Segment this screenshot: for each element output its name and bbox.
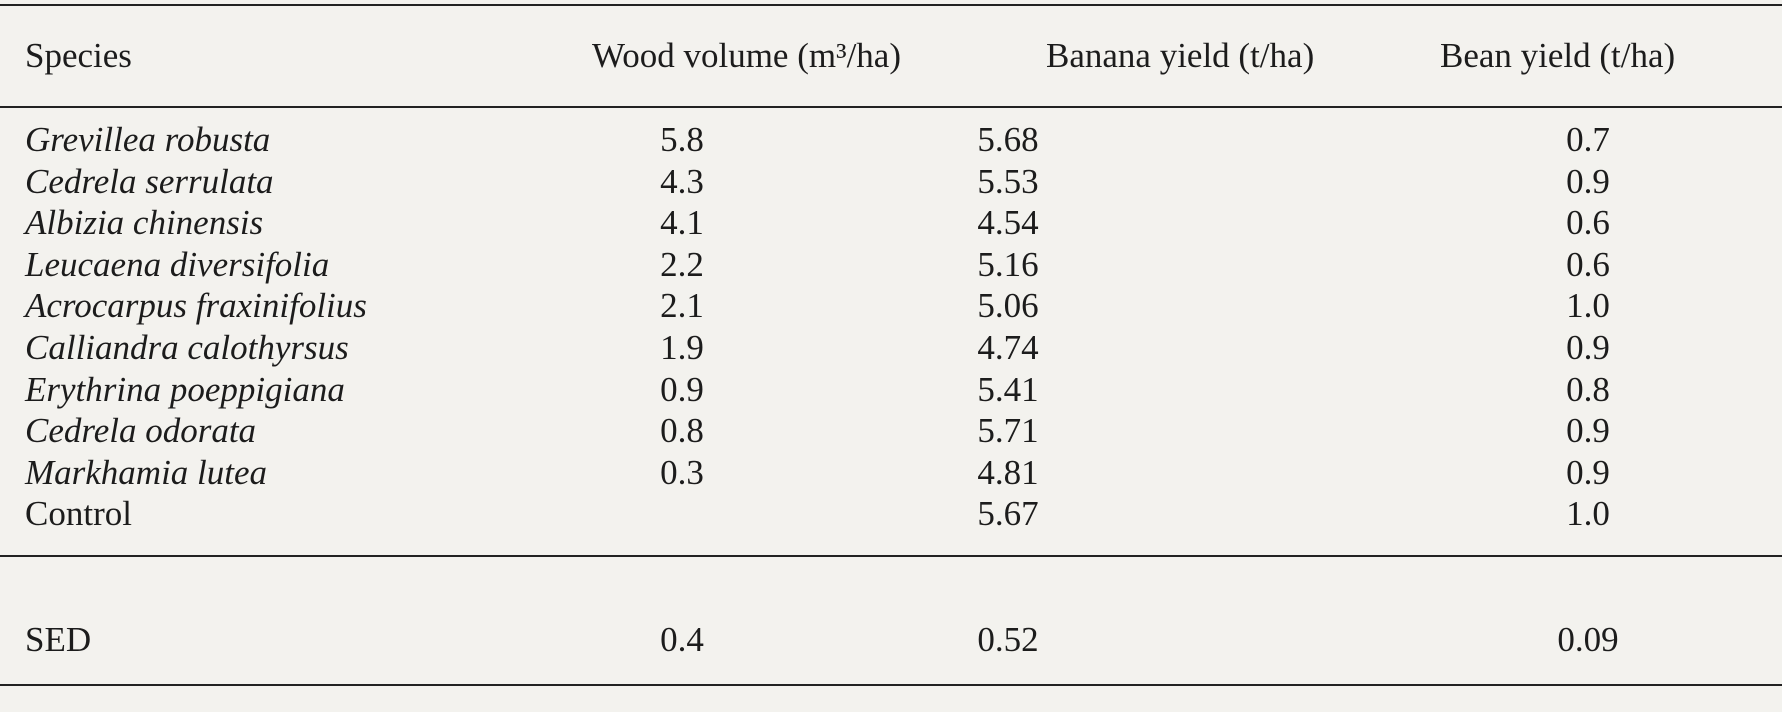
value-cell: 0.3 <box>660 452 704 492</box>
species-cell: Leucaena diversifolia <box>25 244 330 284</box>
value-cell: 1.9 <box>660 328 704 367</box>
value-cell: 0.9 <box>660 369 704 409</box>
species-cell: Acrocarpus fraxinifolius <box>25 286 367 326</box>
value-cell: 5.16 <box>977 244 1039 284</box>
value-cell: 0.8 <box>1566 369 1610 409</box>
value-cell: 0.6 <box>1566 244 1610 284</box>
value-cell: 5.67 <box>977 494 1039 534</box>
value-cell: 4.3 <box>660 161 704 201</box>
header-cell: Wood volume (m³/ha) <box>592 36 902 75</box>
bottom-rule <box>0 684 1782 686</box>
footer-label: SED <box>25 620 92 659</box>
footer-value: 0.52 <box>977 620 1039 659</box>
species-cell: Albizia chinensis <box>25 203 264 243</box>
value-cell: 2.1 <box>660 286 704 326</box>
value-cell: 5.53 <box>977 161 1039 201</box>
value-cell: 1.0 <box>1566 494 1610 534</box>
species-cell: Cedrela odorata <box>25 411 257 451</box>
value-cell: 4.74 <box>977 328 1039 367</box>
species-cell: Control <box>25 494 132 534</box>
value-cell: 0.9 <box>1566 161 1610 201</box>
value-cell: 0.8 <box>660 411 704 451</box>
value-cell: 0.9 <box>1566 452 1610 492</box>
species-cell: Markhamia lutea <box>25 452 268 492</box>
value-cell: 4.81 <box>977 452 1039 492</box>
value-cell: 5.06 <box>977 286 1039 326</box>
value-cell: 5.41 <box>977 369 1039 409</box>
value-cell: 1.0 <box>1566 286 1610 326</box>
top-rule <box>0 4 1782 6</box>
footer-rule <box>0 555 1782 557</box>
footer-value: 0.4 <box>660 620 704 659</box>
species-cell: Erythrina poeppigiana <box>25 369 345 409</box>
value-cell: 4.54 <box>977 203 1039 243</box>
value-cell: 0.7 <box>1566 120 1610 159</box>
species-cell: Calliandra calothyrsus <box>25 328 349 367</box>
value-cell: 5.71 <box>977 411 1039 451</box>
header-cell: Bean yield (t/ha) <box>1440 36 1676 75</box>
value-cell: 5.8 <box>660 120 704 159</box>
header-cell: Species <box>25 36 132 75</box>
header-cell: Banana yield (t/ha) <box>1046 36 1315 75</box>
value-cell: 0.9 <box>1566 411 1610 451</box>
species-cell: Grevillea robusta <box>25 120 271 159</box>
value-cell: 2.2 <box>660 244 704 284</box>
value-cell: 5.68 <box>977 120 1039 159</box>
header-rule <box>0 106 1782 108</box>
value-cell: 0.6 <box>1566 203 1610 243</box>
footer-value: 0.09 <box>1557 620 1619 659</box>
value-cell: 0.9 <box>1566 328 1610 367</box>
species-cell: Cedrela serrulata <box>25 161 274 201</box>
value-cell: 4.1 <box>660 203 704 243</box>
